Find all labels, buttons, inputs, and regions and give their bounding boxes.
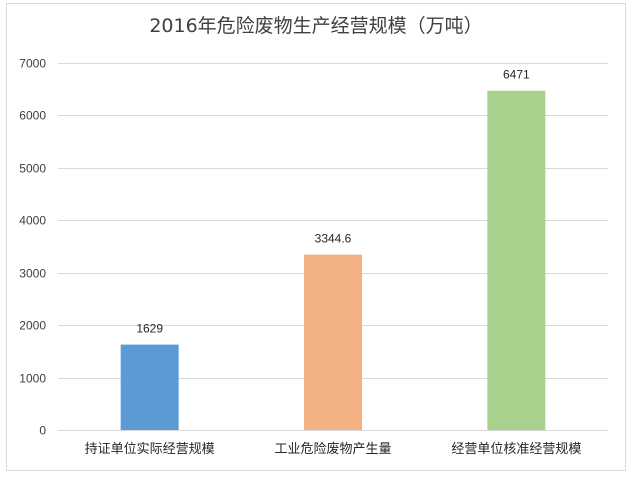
bar [304,254,362,430]
y-tick-label: 7000 [19,57,46,71]
bar [120,344,179,430]
data-label: 1629 [136,322,163,336]
y-tick-label: 0 [39,424,46,438]
bar [487,90,546,430]
y-tick-label: 5000 [19,162,46,176]
data-label: 3344.6 [315,232,352,246]
chart-title: 2016年危险废物生产经营规模（万吨） [149,15,483,37]
data-labels: 1629 3344.6 6471 [136,68,530,336]
y-tick-label: 2000 [19,319,46,333]
category-label: 持证单位实际经营规模 [85,442,215,457]
y-tick-label: 1000 [19,372,46,386]
y-axis-tick-labels: 0 1000 2000 3000 4000 5000 6000 7000 [19,57,46,438]
y-tick-label: 4000 [19,214,46,228]
bars [120,90,546,430]
x-axis-category-labels: 持证单位实际经营规模 工业危险废物产生量 经营单位核准经营规模 [85,441,582,457]
category-label: 工业危险废物产生量 [274,441,391,457]
y-tick-label: 6000 [19,109,46,123]
y-tick-label: 3000 [19,267,46,281]
category-label: 经营单位核准经营规模 [451,442,581,457]
data-label: 6471 [503,68,530,82]
